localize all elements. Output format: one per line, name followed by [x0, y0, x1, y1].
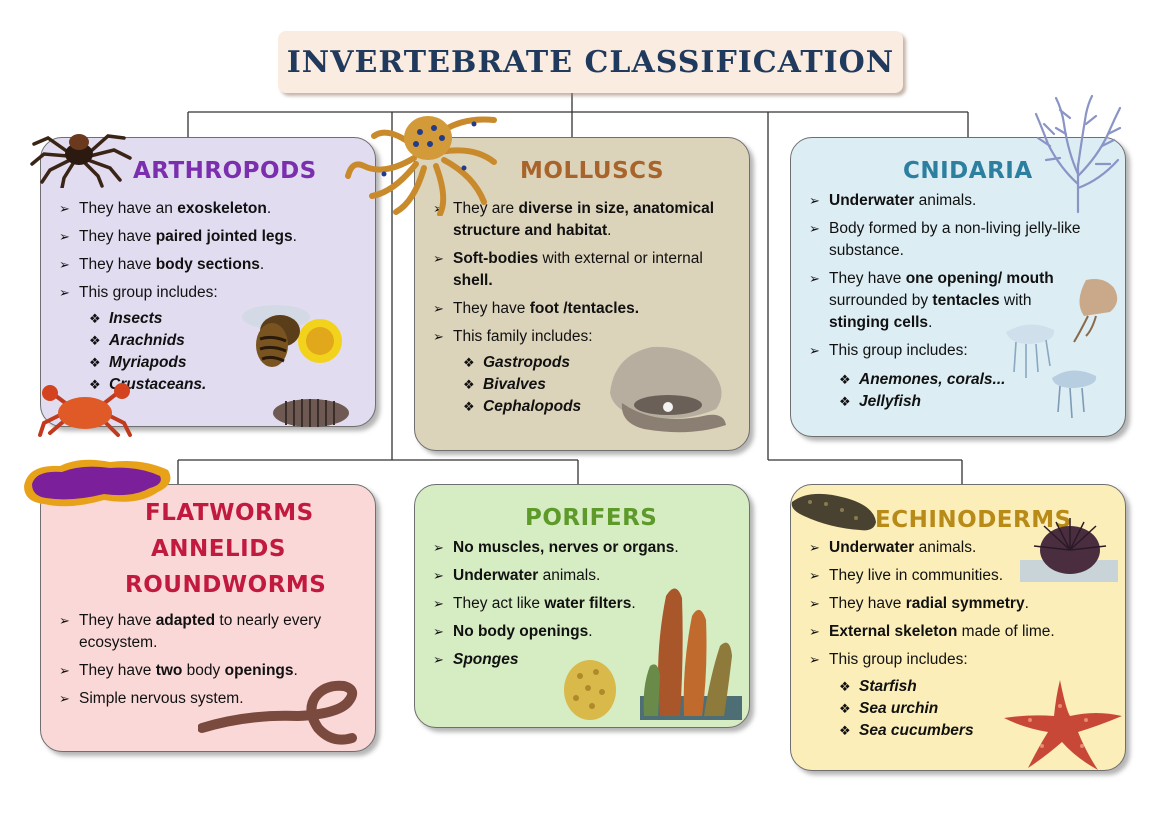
arthropods-includes: Insects Arachnids Myriapods Crustaceans. [89, 308, 206, 396]
tarantula-icon [30, 134, 132, 188]
woodlouse-icon [273, 399, 349, 427]
include-item: Crustaceans. [89, 374, 206, 396]
sponge-icon [564, 660, 616, 720]
list-item: This group includes: [809, 340, 1109, 362]
include-item: Cephalopods [463, 396, 581, 418]
include-item: Sea urchin [839, 698, 974, 720]
list-item: Underwater animals. [809, 537, 1109, 559]
list-item: Underwater animals. [809, 190, 1109, 212]
octopus-icon [345, 116, 497, 216]
include-item: Anemones, corals... [839, 369, 1005, 391]
list-item: Underwater animals. [433, 565, 733, 587]
tube-sponge-icon [640, 588, 742, 720]
sea-cucumber-icon [791, 493, 876, 531]
arthropods-list: They have an exoskeleton. They have pair… [59, 198, 359, 310]
sea-urchin-icon [1020, 518, 1118, 582]
flatworms-title-3: ROUNDWORMS [125, 572, 327, 598]
flatworms-title-2: ANNELIDS [151, 536, 286, 562]
earthworm-icon [198, 680, 358, 745]
list-item: External skeleton made of lime. [809, 621, 1109, 643]
list-item: They have radial symmetry. [809, 593, 1109, 615]
include-item: Myriapods [89, 352, 206, 374]
include-item: Starfish [839, 676, 974, 698]
echinoderms-title: ECHINODERMS [875, 507, 1072, 533]
flatworms-title-1: FLATWORMS [145, 500, 314, 526]
list-item: They act like water filters. [433, 593, 733, 615]
starfish-icon [1004, 680, 1122, 770]
list-item: No body openings. [433, 621, 733, 643]
coral-icon [1034, 94, 1122, 214]
list-item: This group includes: [809, 649, 1109, 671]
list-item: No muscles, nerves or organs. [433, 537, 733, 559]
list-item: Body formed by a non-living jelly-like s… [809, 218, 1109, 262]
list-item: Soft-bodies with external or internal sh… [433, 248, 733, 292]
molluscs-title: MOLLUSCS [520, 158, 665, 184]
list-item: They have adapted to nearly every ecosys… [59, 610, 349, 654]
cnidaria-list: Underwater animals. Body formed by a non… [809, 190, 1109, 368]
list-item: They have body sections. [59, 254, 359, 276]
list-item: This family includes: [433, 326, 733, 348]
list-item: This group includes: [59, 282, 359, 304]
include-item: Gastropods [463, 352, 581, 374]
card-echinoderms: ECHINODERMS Underwater animals. They liv… [790, 484, 1126, 771]
list-item: They have an exoskeleton. [59, 198, 359, 220]
molluscs-list: They are diverse in size, anatomical str… [433, 198, 733, 354]
list-item: They are diverse in size, anatomical str… [433, 198, 733, 242]
include-item: Sea cucumbers [839, 720, 974, 742]
list-item: They live in communities. [809, 565, 1109, 587]
flatworms-list: They have adapted to nearly every ecosys… [59, 610, 349, 716]
include-item: Arachnids [89, 330, 206, 352]
include-item: Bivalves [463, 374, 581, 396]
page-title: INVERTEBRATE CLASSIFICATION [286, 44, 895, 80]
porifers-title: PORIFERS [525, 505, 658, 531]
crab-icon [38, 383, 132, 437]
porifers-list: No muscles, nerves or organs. Underwater… [433, 537, 733, 677]
echinoderms-includes: Starfish Sea urchin Sea cucumbers [839, 676, 974, 742]
include-item: Insects [89, 308, 206, 330]
card-cnidaria: CNIDARIA Underwater animals. Body formed… [790, 137, 1126, 437]
list-item: They have one opening/ mouth surrounded … [809, 268, 1089, 334]
card-arthropods: ARTHROPODS They have an exoskeleton. The… [40, 137, 376, 427]
echinoderms-list: Underwater animals. They live in communi… [809, 537, 1109, 677]
list-item: Sponges [433, 649, 733, 671]
flatworm-icon [24, 459, 171, 507]
molluscs-includes: Gastropods Bivalves Cephalopods [463, 352, 581, 418]
list-item: They have paired jointed legs. [59, 226, 359, 248]
oyster-icon [610, 346, 726, 433]
cnidaria-title: CNIDARIA [903, 158, 1033, 184]
title-box: INVERTEBRATE CLASSIFICATION [278, 31, 903, 93]
bee-icon [242, 305, 342, 367]
list-item: They have foot /tentacles. [433, 298, 733, 320]
card-porifers: PORIFERS No muscles, nerves or organs. U… [414, 484, 750, 728]
arthropods-title: ARTHROPODS [133, 158, 317, 184]
include-item: Jellyfish [839, 391, 1005, 413]
list-item: Simple nervous system. [59, 688, 349, 710]
list-item: They have two body openings. [59, 660, 349, 682]
cnidaria-includes: Anemones, corals... Jellyfish [839, 369, 1005, 413]
card-flatworms: FLATWORMS ANNELIDS ROUNDWORMS They have … [40, 484, 376, 752]
jellyfish-icon [1006, 279, 1118, 419]
